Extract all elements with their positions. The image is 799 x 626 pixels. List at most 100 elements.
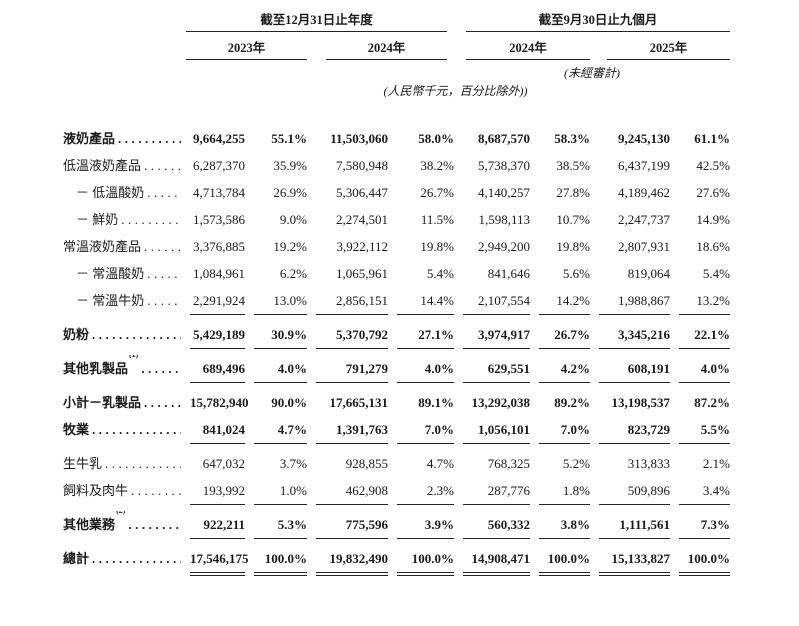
amount-cell: 462,908	[316, 477, 388, 505]
percent-cell: 11.5%	[420, 212, 454, 227]
leader-dots: ........................................	[121, 212, 181, 227]
table-row: 其他業務(2).................................…	[63, 511, 730, 539]
amount-cell: 19,832,490	[316, 545, 388, 576]
amount-cell: 3,974,917	[463, 321, 530, 349]
row-label-cell: 生牛乳.....................................…	[63, 450, 181, 477]
amount-cell: 1,056,101	[463, 416, 530, 444]
year-header-9m-2025: 2025年	[590, 32, 730, 60]
percent-cell: 100.0%	[254, 545, 307, 576]
percent-cell: 38.5%	[556, 158, 590, 173]
leader-dots: ........................................	[118, 131, 181, 146]
percent-cell: 1.0%	[254, 477, 307, 505]
leader-dots: ........................................	[144, 239, 181, 254]
percent-cell: 90.0%	[271, 395, 307, 410]
footnote-ref: (2)	[116, 511, 125, 539]
amount-cell: 2,247,737	[618, 212, 670, 227]
amount-cell: 287,776	[463, 477, 530, 505]
year-header-2023: 2023年	[181, 32, 307, 60]
header-spacer	[63, 32, 181, 60]
amount-cell: 9,664,255	[193, 131, 245, 146]
amount-cell: 928,855	[345, 456, 388, 471]
amount-cell: 2,274,501	[336, 212, 388, 227]
row-label-cell: 低溫液奶產品..................................…	[63, 152, 181, 179]
percent-cell: 7.0%	[397, 416, 454, 444]
percent-cell: 5.5%	[679, 416, 730, 444]
year-header-9m-2024-label: 2024年	[466, 32, 590, 60]
row-label: 奶粉	[63, 327, 90, 342]
percent-cell: 3.8%	[539, 511, 590, 539]
amount-cell: 1,084,961	[193, 266, 245, 281]
percent-cell: 9.0%	[279, 212, 307, 227]
amount-cell: 2,291,924	[190, 287, 245, 315]
year-header-row: 2023年 2024年 2024年 2025年	[63, 32, 730, 60]
amount-cell: 14,908,471	[463, 545, 530, 576]
row-label: 飼料及肉牛	[63, 483, 129, 498]
amount-cell: 1,573,586	[193, 212, 245, 227]
percent-cell: 7.3%	[679, 511, 730, 539]
amount-cell: 2,107,554	[463, 287, 530, 315]
leader-dots: ........................................	[105, 456, 181, 471]
header-spacer	[181, 60, 454, 80]
row-label: 低溫液奶產品	[63, 158, 142, 173]
table-row: 低溫液奶產品..................................…	[63, 152, 730, 179]
percent-cell: 58.3%	[554, 131, 590, 146]
percent-cell: 27.8%	[556, 185, 590, 200]
percent-cell: 6.2%	[279, 266, 307, 281]
row-label-cell: 小計－乳製品..................................…	[63, 389, 181, 416]
amount-cell: 841,646	[487, 266, 530, 281]
row-label-cell: 常溫液奶產品..................................…	[63, 233, 181, 260]
period-group-header-row: 截至12月31日止年度 截至9月30日止九個月	[63, 12, 730, 32]
year-header-2023-label: 2023年	[186, 32, 307, 60]
amount-cell: 9,245,130	[618, 131, 670, 146]
percent-cell: 100.0%	[539, 545, 590, 576]
row-label: 生牛乳	[63, 456, 103, 471]
amount-cell: 15,782,940	[190, 395, 249, 410]
amount-cell: 509,896	[599, 477, 670, 505]
year-header-2024: 2024年	[307, 32, 454, 60]
percent-cell: 19.8%	[420, 239, 454, 254]
leader-dots: ........................................	[144, 158, 181, 173]
leader-dots: ........................................	[131, 483, 181, 498]
unaudited-note: (未經審計)	[564, 66, 620, 80]
amount-cell: 7,580,948	[336, 158, 388, 173]
amount-cell: 560,332	[463, 511, 530, 539]
amount-cell: 5,306,447	[336, 185, 388, 200]
leader-dots: ........................................	[128, 517, 181, 532]
amount-cell: 313,833	[627, 456, 670, 471]
header-spacer	[63, 12, 181, 32]
row-label-cell: 其他業務(2).................................…	[63, 511, 181, 539]
percent-cell: 18.6%	[696, 239, 730, 254]
percent-cell: 19.8%	[556, 239, 590, 254]
amount-cell: 13,198,537	[611, 395, 671, 410]
percent-cell: 14.4%	[397, 287, 454, 315]
year-header-9m-2025-label: 2025年	[607, 32, 730, 60]
amount-cell: 3,922,112	[336, 239, 388, 254]
amount-cell: 1,988,867	[599, 287, 670, 315]
amount-cell: 3,345,216	[599, 321, 670, 349]
percent-cell: 5.4%	[426, 266, 454, 281]
amount-cell: 922,211	[190, 511, 245, 539]
row-label-cell: 牧業......................................…	[63, 416, 181, 444]
amount-cell: 819,064	[627, 266, 670, 281]
period-group-9m: 截至9月30日止九個月	[454, 12, 730, 32]
amount-cell: 17,546,175	[190, 545, 249, 576]
row-label-cell: － 低溫酸奶..................................…	[63, 179, 181, 206]
percent-cell: 3.4%	[679, 477, 730, 505]
percent-cell: 13.0%	[254, 287, 307, 315]
row-label-cell: 總計......................................…	[63, 545, 181, 576]
percent-cell: 5.6%	[562, 266, 590, 281]
unit-note-row: (人民幣千元，百分比除外))	[63, 80, 730, 98]
leader-dots: ........................................	[141, 361, 181, 376]
table-row: 總計......................................…	[63, 545, 730, 576]
row-label-cell: 飼料及肉牛...................................…	[63, 477, 181, 505]
leader-dots: ........................................	[92, 422, 181, 437]
financial-table-page: 截至12月31日止年度 截至9月30日止九個月 2023年 2024年 2024…	[63, 12, 730, 576]
leader-dots: ........................................	[147, 266, 181, 281]
percent-cell: 55.1%	[271, 131, 307, 146]
percent-cell: 22.1%	[679, 321, 730, 349]
amount-cell: 768,325	[487, 456, 530, 471]
row-label: 其他業務	[63, 517, 116, 532]
header-spacer	[63, 60, 181, 80]
percent-cell: 10.7%	[556, 212, 590, 227]
leader-dots: ........................................	[92, 551, 181, 566]
